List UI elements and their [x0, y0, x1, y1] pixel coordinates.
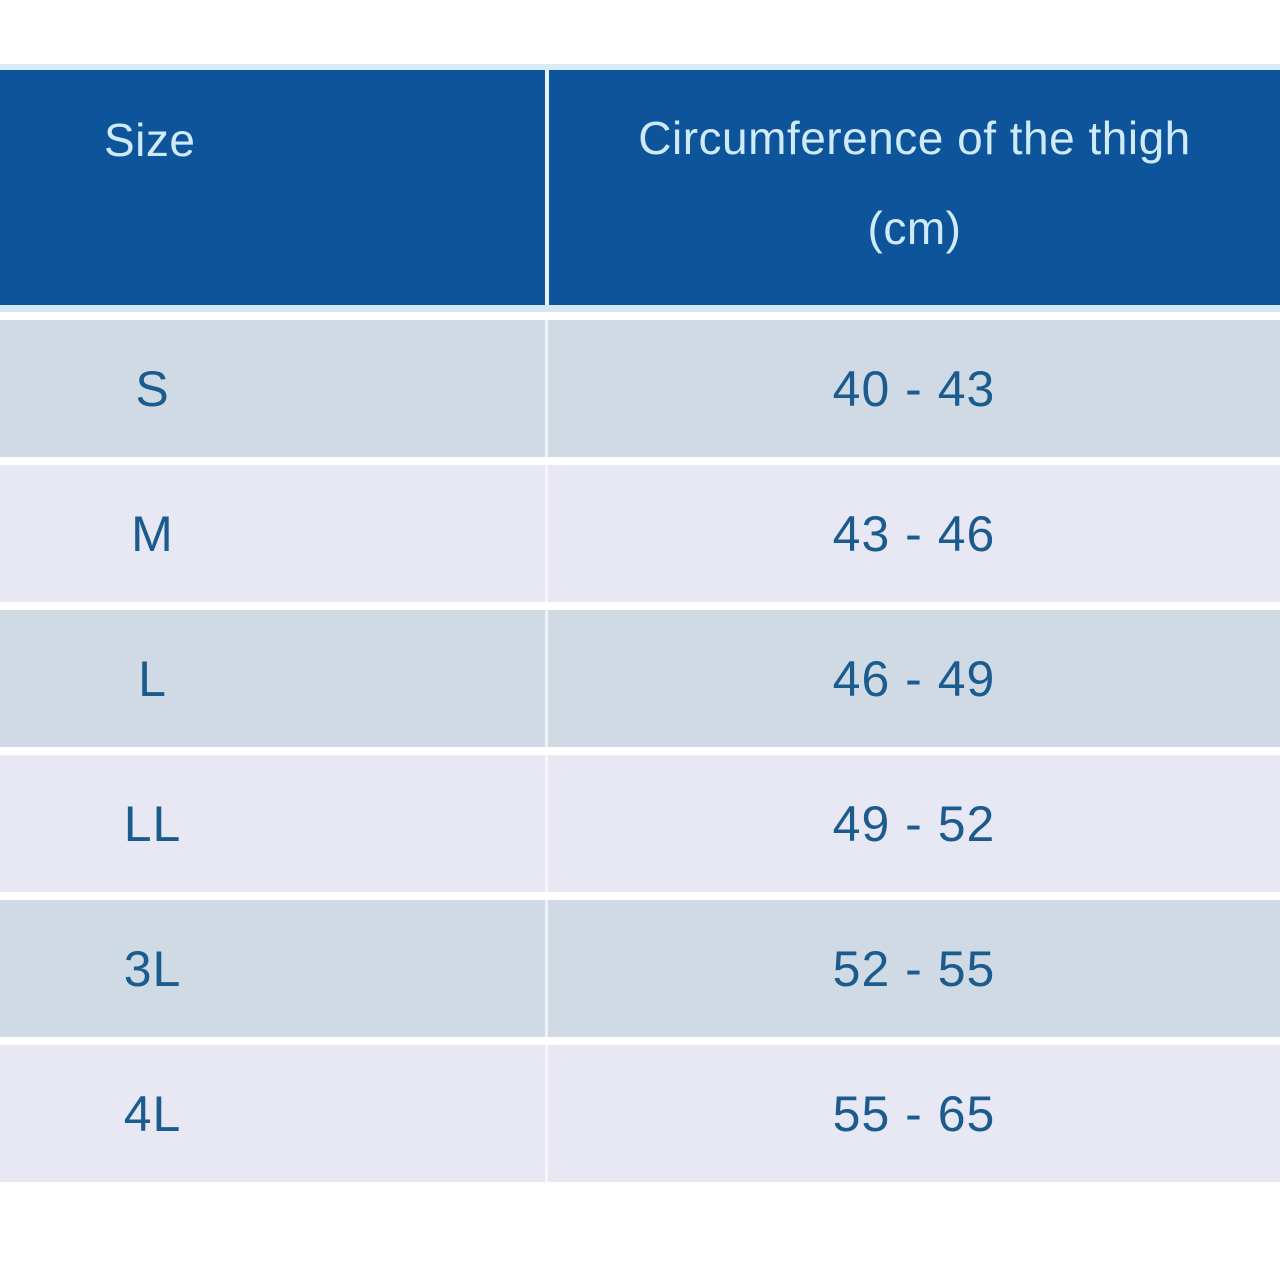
- range-cell: 43 - 46: [545, 465, 1280, 602]
- size-value: S: [135, 360, 170, 417]
- circumference-header-line1: Circumference of the thigh: [638, 112, 1191, 164]
- size-value: M: [131, 505, 174, 562]
- range-cell: 40 - 43: [545, 320, 1280, 457]
- range-cell: 49 - 52: [545, 755, 1280, 892]
- size-cell: LL: [0, 795, 545, 853]
- size-value: 4L: [123, 1085, 182, 1142]
- range-value: 40 - 43: [832, 360, 996, 417]
- table-header-row: Size Circumference of the thigh (cm): [0, 64, 1280, 312]
- size-cell: 4L: [0, 1085, 545, 1143]
- size-value: L: [138, 650, 167, 707]
- table-row: LL 49 - 52: [0, 755, 1280, 892]
- table-row: S 40 - 43: [0, 320, 1280, 457]
- size-chart-table: Size Circumference of the thigh (cm) S 4…: [0, 64, 1280, 1182]
- size-cell: L: [0, 650, 545, 708]
- circumference-header-unit: (cm): [867, 202, 962, 255]
- range-value: 43 - 46: [832, 505, 996, 562]
- size-cell: M: [0, 505, 545, 563]
- range-cell: 46 - 49: [545, 610, 1280, 747]
- table-row: M 43 - 46: [0, 465, 1280, 602]
- range-cell: 52 - 55: [545, 900, 1280, 1037]
- range-value: 46 - 49: [832, 650, 996, 707]
- table-row: L 46 - 49: [0, 610, 1280, 747]
- header-cell-size: Size: [0, 70, 545, 305]
- header-cell-circumference: Circumference of the thigh (cm): [545, 70, 1280, 305]
- range-cell: 55 - 65: [545, 1045, 1280, 1182]
- range-value: 49 - 52: [832, 795, 996, 852]
- size-value: LL: [123, 795, 182, 852]
- table-row: 4L 55 - 65: [0, 1045, 1280, 1182]
- range-value: 55 - 65: [832, 1085, 996, 1142]
- range-value: 52 - 55: [832, 940, 996, 997]
- table-row: 3L 52 - 55: [0, 900, 1280, 1037]
- size-value: 3L: [123, 940, 182, 997]
- size-cell: 3L: [0, 940, 545, 998]
- size-cell: S: [0, 360, 545, 418]
- size-column-header: Size: [104, 114, 196, 166]
